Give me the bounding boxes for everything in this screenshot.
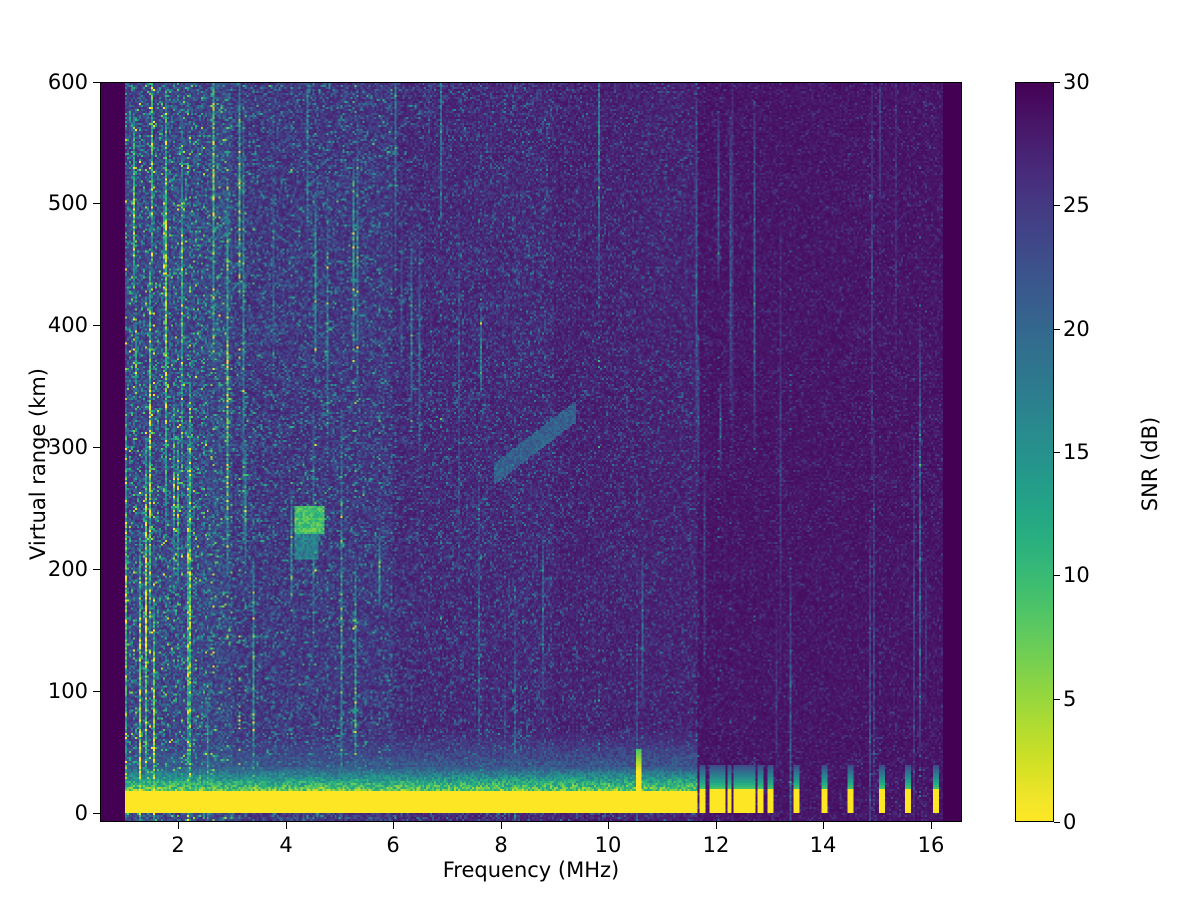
colorbar-tick-label: 25	[1063, 193, 1090, 217]
ytick-label: 100	[47, 679, 88, 703]
ionogram-heatmap	[101, 83, 961, 821]
ytick-label: 600	[47, 70, 88, 94]
ytick-mark	[93, 82, 100, 83]
ytick-label: 200	[47, 557, 88, 581]
xtick-mark	[823, 822, 824, 829]
xtick-mark	[501, 822, 502, 829]
colorbar-tick-label: 0	[1063, 810, 1077, 834]
ionogram-plot-area	[100, 82, 962, 822]
xtick-mark	[286, 822, 287, 829]
colorbar-tick-mark	[1054, 205, 1060, 206]
ytick-mark	[93, 325, 100, 326]
colorbar-label: SNR (dB)	[1138, 416, 1162, 512]
colorbar-tick-mark	[1054, 329, 1060, 330]
xtick-label: 6	[386, 833, 400, 857]
ytick-label: 500	[47, 191, 88, 215]
xtick-label: 4	[279, 833, 293, 857]
ytick-mark	[93, 691, 100, 692]
xtick-label: 14	[809, 833, 837, 857]
colorbar-tick-mark	[1054, 452, 1060, 453]
colorbar-tick-mark	[1054, 822, 1060, 823]
colorbar	[1015, 82, 1054, 822]
colorbar-gradient	[1016, 83, 1053, 821]
xtick-label: 10	[594, 833, 622, 857]
colorbar-tick-label: 5	[1063, 687, 1077, 711]
y-axis-label: Virtual range (km)	[26, 367, 50, 561]
ytick-mark	[93, 447, 100, 448]
colorbar-tick-label: 15	[1063, 440, 1090, 464]
colorbar-tick-mark	[1054, 575, 1060, 576]
colorbar-tick-label: 30	[1063, 70, 1090, 94]
colorbar-tick-mark	[1054, 699, 1060, 700]
xtick-mark	[608, 822, 609, 829]
colorbar-tick-mark	[1054, 82, 1060, 83]
xtick-mark	[931, 822, 932, 829]
ytick-mark	[93, 203, 100, 204]
xtick-label: 12	[702, 833, 730, 857]
xtick-label: 8	[494, 833, 508, 857]
colorbar-tick-label: 10	[1063, 563, 1090, 587]
xtick-label: 16	[917, 833, 945, 857]
ytick-label: 0	[74, 801, 88, 825]
xtick-mark	[178, 822, 179, 829]
xtick-mark	[393, 822, 394, 829]
colorbar-tick-label: 20	[1063, 317, 1090, 341]
xtick-mark	[716, 822, 717, 829]
ytick-mark	[93, 569, 100, 570]
x-axis-label: Frequency (MHz)	[442, 858, 620, 882]
ytick-label: 300	[47, 435, 88, 459]
ytick-mark	[93, 813, 100, 814]
xtick-label: 2	[171, 833, 185, 857]
ytick-label: 400	[47, 313, 88, 337]
